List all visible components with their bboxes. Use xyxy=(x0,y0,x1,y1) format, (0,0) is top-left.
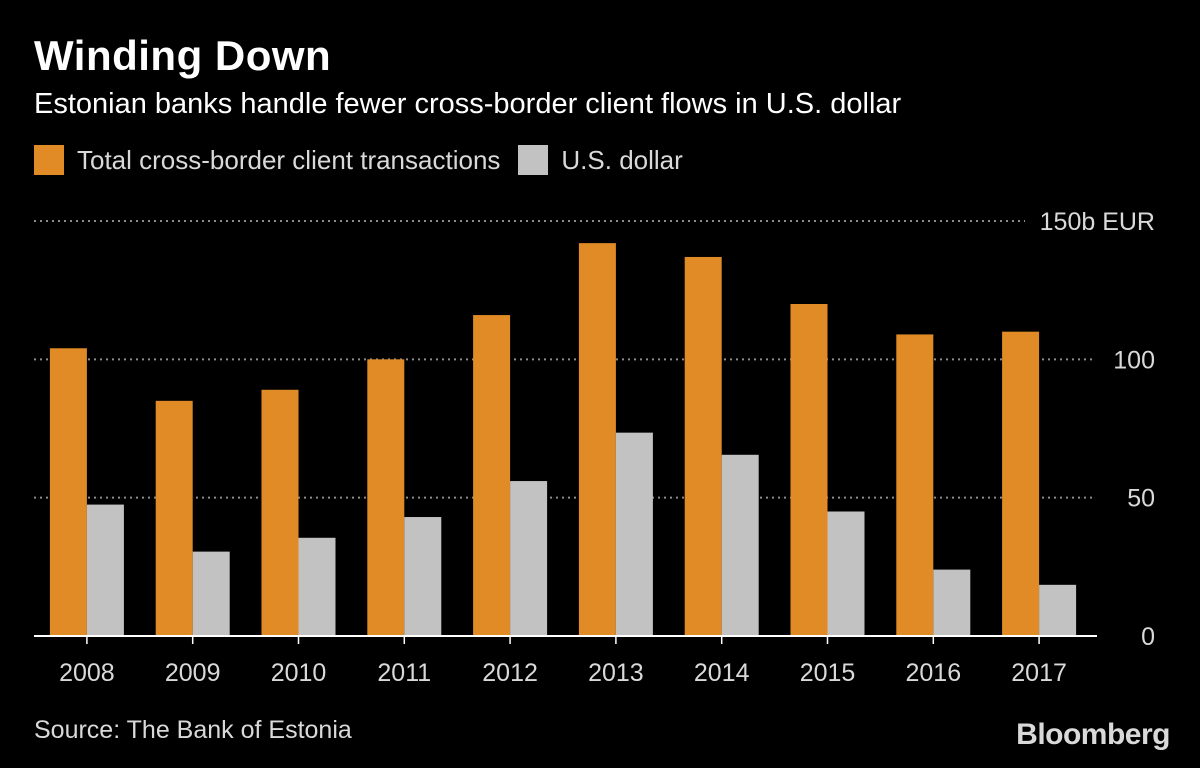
bar-usd-2015 xyxy=(827,511,865,636)
bar-usd-2009 xyxy=(192,551,230,636)
bar-total-2017 xyxy=(1002,331,1040,636)
bar-total-2011 xyxy=(367,359,405,636)
chart-title: Winding Down xyxy=(34,32,332,79)
x-tick-label-2014: 2014 xyxy=(694,659,750,687)
bar-total-2013 xyxy=(578,243,616,636)
bar-usd-2008 xyxy=(86,504,124,636)
x-tick-label-2010: 2010 xyxy=(271,659,327,687)
bar-total-2012 xyxy=(473,315,511,636)
bar-usd-2016 xyxy=(933,569,971,636)
x-tick-label-2012: 2012 xyxy=(482,659,538,687)
x-tick-label-2016: 2016 xyxy=(905,659,961,687)
legend-item-usd: U.S. dollar xyxy=(518,144,683,176)
x-tick-label-2015: 2015 xyxy=(800,659,856,687)
x-tick-label-2008: 2008 xyxy=(59,659,115,687)
bar-total-2008 xyxy=(49,348,87,636)
y-tick-label-50: 50 xyxy=(1127,485,1155,513)
bloomberg-logo: Bloomberg xyxy=(1016,718,1170,751)
x-tick-label-2011: 2011 xyxy=(377,659,431,687)
y-tick-label-100: 100 xyxy=(1113,346,1155,374)
legend-item-total: Total cross-border client transactions xyxy=(34,145,500,176)
x-tick-label-2009: 2009 xyxy=(165,659,221,687)
bar-total-2016 xyxy=(896,334,934,636)
bar-usd-2010 xyxy=(298,537,336,636)
bar-total-2010 xyxy=(261,389,299,636)
legend-label-total: Total cross-border client transactions xyxy=(77,144,501,175)
source-note: Source: The Bank of Estonia xyxy=(34,716,352,744)
y-tick-label-0: 0 xyxy=(1141,623,1155,651)
bar-usd-2013 xyxy=(615,432,653,636)
legend-label-usd: U.S. dollar xyxy=(561,144,683,175)
bar-usd-2017 xyxy=(1039,584,1077,636)
bar-usd-2012 xyxy=(510,481,548,636)
bar-usd-2014 xyxy=(721,454,759,636)
legend-swatch-usd xyxy=(518,145,549,175)
bar-total-2009 xyxy=(155,400,193,636)
x-tick-label-2017: 2017 xyxy=(1011,659,1067,687)
bar-total-2015 xyxy=(790,304,828,636)
bar-total-2014 xyxy=(684,256,722,636)
x-tick-label-2013: 2013 xyxy=(588,659,644,687)
legend: Total cross-border client transactions U… xyxy=(34,143,701,177)
y-tick-label-150: 150b EUR xyxy=(1040,208,1155,236)
bar-chart: 2008 2009 2010 2011 2012 2013 2014 2015 2016 2017… xyxy=(34,208,1155,687)
legend-swatch-total xyxy=(34,145,64,175)
chart-subtitle: Estonian banks handle fewer cross-border… xyxy=(34,88,902,120)
bar-usd-2011 xyxy=(404,517,442,636)
